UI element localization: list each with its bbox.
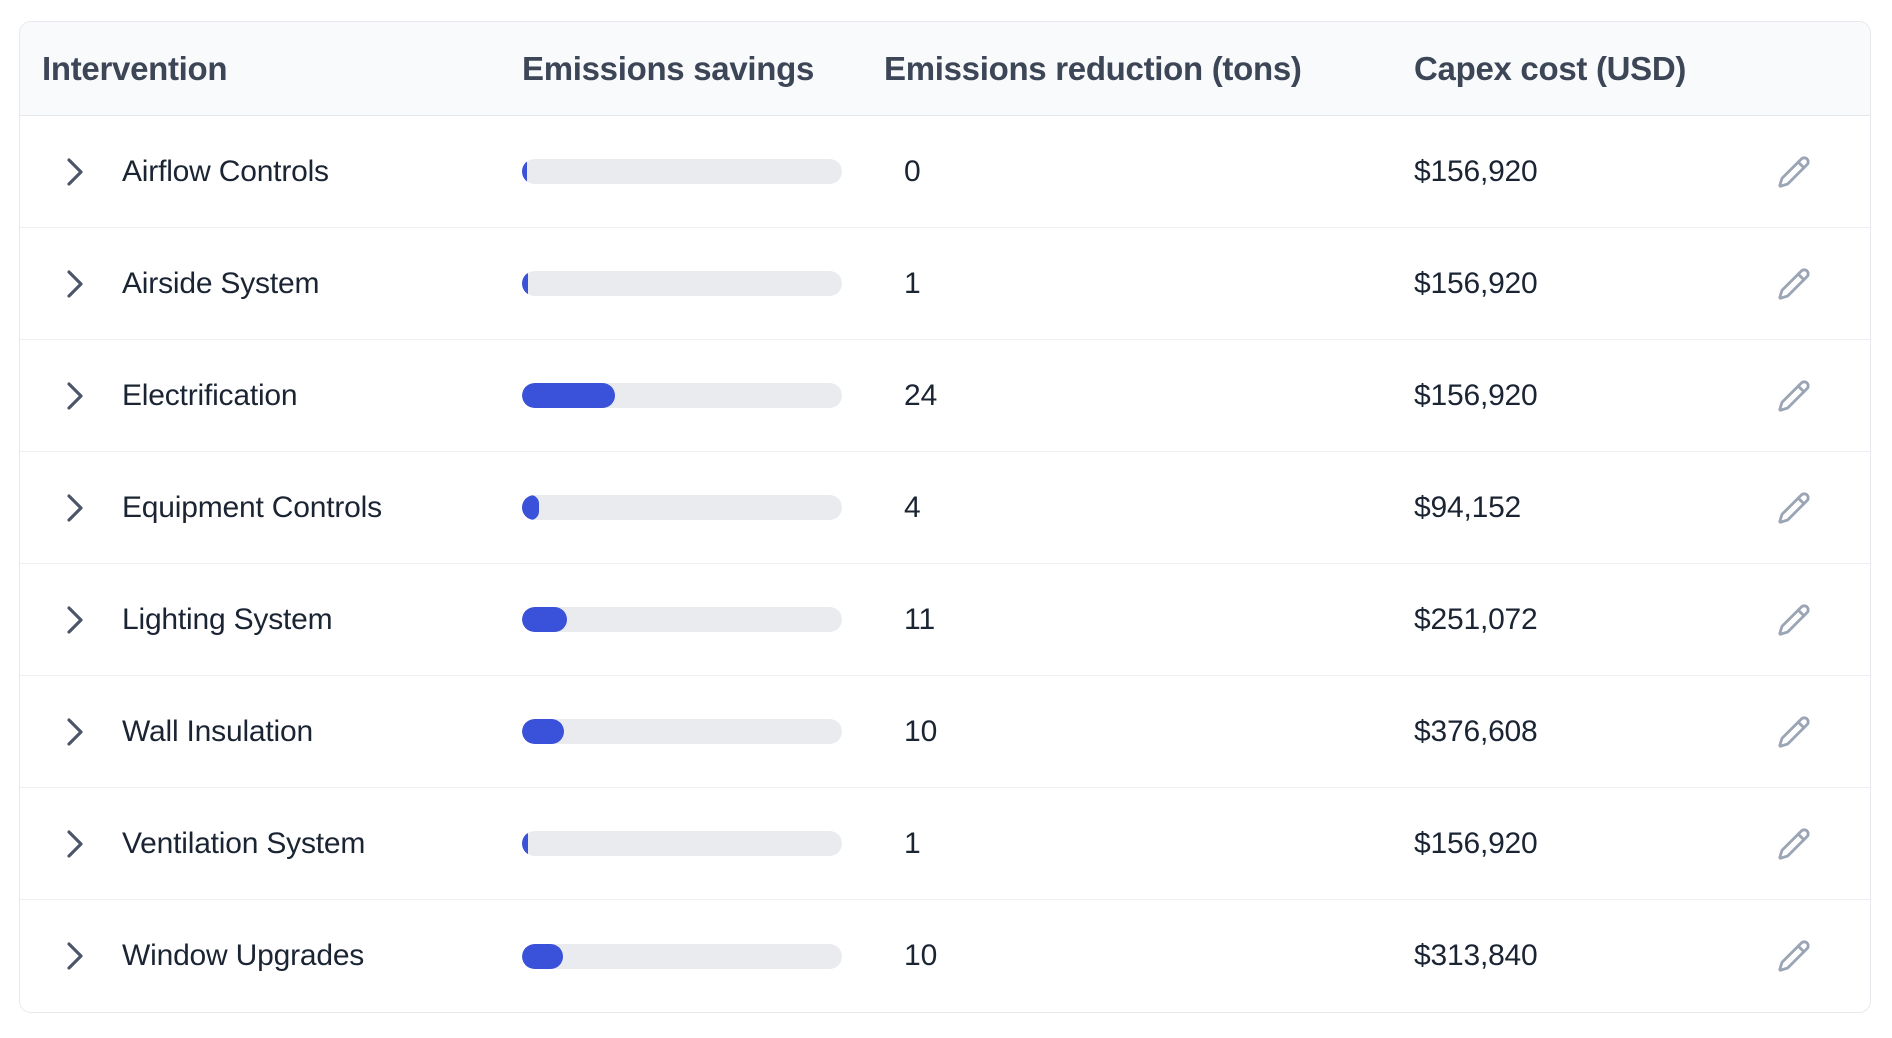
intervention-name: Lighting System (122, 602, 333, 636)
intervention-name: Airflow Controls (122, 154, 329, 188)
emissions-savings-bar-fill (522, 271, 529, 296)
emissions-reduction-value: 1 (904, 826, 921, 860)
expand-row-button[interactable] (58, 827, 92, 861)
chevron-right-icon (67, 717, 83, 746)
capex-cost-value: $156,920 (1414, 378, 1538, 412)
emissions-reduction-value: 24 (904, 378, 938, 412)
expand-row-button[interactable] (58, 715, 92, 749)
emissions-savings-bar-fill (522, 831, 529, 856)
capex-cost-value: $251,072 (1414, 602, 1538, 636)
emissions-savings-bar-fill (522, 495, 539, 520)
pencil-icon (1778, 940, 1810, 972)
emissions-savings-bar (522, 607, 842, 632)
intervention-name: Airside System (122, 266, 320, 300)
edit-row-button[interactable] (1772, 486, 1816, 530)
table-row[interactable]: Lighting System 11 $251,072 (20, 564, 1870, 676)
edit-row-button[interactable] (1772, 710, 1816, 754)
intervention-name: Electrification (122, 378, 298, 412)
emissions-savings-bar (522, 719, 842, 744)
intervention-name: Wall Insulation (122, 714, 313, 748)
emissions-reduction-value: 4 (904, 490, 921, 524)
emissions-reduction-value: 10 (904, 714, 938, 748)
edit-row-button[interactable] (1772, 822, 1816, 866)
emissions-savings-bar-fill (522, 719, 564, 744)
emissions-savings-bar (522, 495, 842, 520)
chevron-right-icon (67, 493, 83, 522)
capex-cost-value: $156,920 (1414, 154, 1538, 188)
pencil-icon (1778, 715, 1810, 748)
intervention-name: Equipment Controls (122, 490, 382, 524)
emissions-savings-bar-fill (522, 383, 615, 408)
intervention-name: Ventilation System (122, 826, 366, 860)
capex-cost-value: $313,840 (1414, 939, 1538, 972)
column-header-capex-cost: Capex cost (USD) (1414, 49, 1687, 87)
emissions-savings-bar-fill (522, 607, 567, 632)
edit-row-button[interactable] (1772, 934, 1816, 978)
edit-row-button[interactable] (1772, 150, 1816, 194)
table-row[interactable]: Window Upgrades 10 $313,840 (20, 900, 1870, 1012)
expand-row-button[interactable] (58, 155, 92, 189)
edit-row-button[interactable] (1772, 374, 1816, 418)
column-header-intervention: Intervention (42, 49, 228, 87)
emissions-savings-bar (522, 383, 842, 408)
column-header-emissions-savings: Emissions savings (522, 49, 815, 87)
emissions-savings-bar-fill (522, 159, 527, 184)
expand-row-button[interactable] (58, 603, 92, 637)
expand-row-button[interactable] (58, 939, 92, 973)
capex-cost-value: $156,920 (1414, 826, 1538, 860)
expand-row-button[interactable] (58, 491, 92, 525)
pencil-icon (1778, 491, 1810, 524)
capex-cost-value: $376,608 (1414, 714, 1538, 748)
emissions-reduction-value: 0 (904, 154, 921, 188)
expand-row-button[interactable] (58, 379, 92, 413)
capex-cost-value: $156,920 (1414, 266, 1538, 300)
expand-row-button[interactable] (58, 267, 92, 301)
interventions-table: Intervention Emissions savings Emissions… (19, 21, 1871, 1013)
column-header-emissions-reduction: Emissions reduction (tons) (884, 49, 1302, 87)
emissions-savings-bar (522, 831, 842, 856)
emissions-reduction-value: 11 (904, 602, 936, 636)
pencil-icon (1778, 379, 1810, 412)
chevron-right-icon (67, 157, 83, 186)
table-row[interactable]: Ventilation System 1 $156,920 (20, 788, 1870, 900)
chevron-right-icon (67, 942, 83, 970)
edit-row-button[interactable] (1772, 262, 1816, 306)
table-body: Airflow Controls 0 $156,920 (20, 116, 1870, 1012)
table-row[interactable]: Equipment Controls 4 $94,152 (20, 452, 1870, 564)
pencil-icon (1778, 267, 1810, 300)
capex-cost-value: $94,152 (1414, 490, 1522, 524)
table-header-row: Intervention Emissions savings Emissions… (20, 22, 1870, 116)
pencil-icon (1778, 827, 1810, 860)
table-row[interactable]: Electrification 24 $156,920 (20, 340, 1870, 452)
pencil-icon (1778, 603, 1810, 636)
table-row[interactable]: Airflow Controls 0 $156,920 (20, 116, 1870, 228)
emissions-reduction-value: 10 (904, 939, 938, 972)
emissions-savings-bar-fill (522, 943, 563, 969)
chevron-right-icon (67, 381, 83, 410)
chevron-right-icon (67, 829, 83, 858)
table-row[interactable]: Wall Insulation 10 $376,608 (20, 676, 1870, 788)
table-row[interactable]: Airside System 1 $156,920 (20, 228, 1870, 340)
chevron-right-icon (67, 605, 83, 634)
emissions-savings-bar (522, 271, 842, 296)
emissions-reduction-value: 1 (904, 266, 921, 300)
emissions-savings-bar (522, 159, 842, 184)
pencil-icon (1778, 155, 1810, 188)
emissions-savings-bar (522, 943, 842, 969)
intervention-name: Window Upgrades (122, 939, 365, 972)
chevron-right-icon (67, 269, 83, 298)
edit-row-button[interactable] (1772, 598, 1816, 642)
